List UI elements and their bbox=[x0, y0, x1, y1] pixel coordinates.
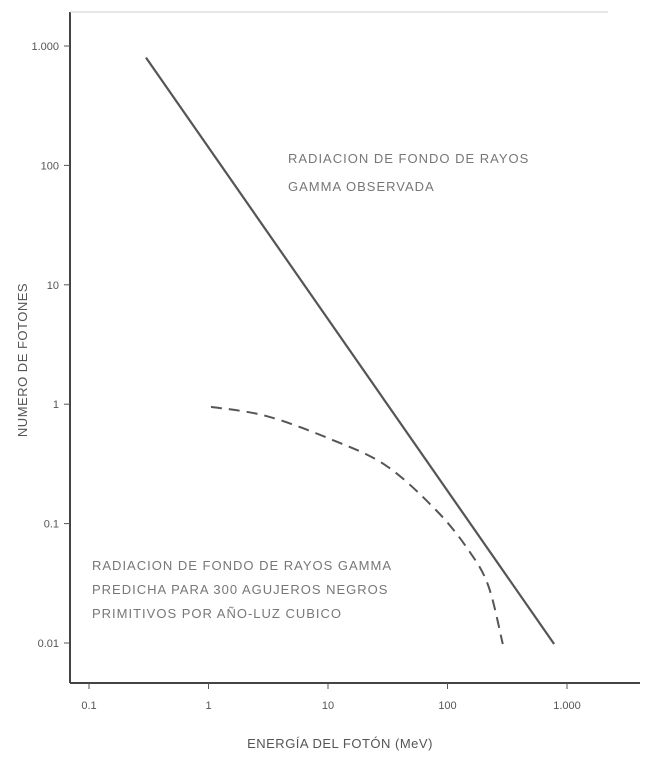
y-tick-label: 100 bbox=[41, 160, 59, 172]
observed-series-line bbox=[145, 56, 556, 645]
y-tick-label: 0.1 bbox=[44, 519, 59, 531]
y-tick-label: 10 bbox=[47, 280, 59, 292]
x-tick-label: 1.000 bbox=[553, 700, 581, 712]
y-tick-label: 1 bbox=[53, 399, 59, 411]
annotation-predicted: RADIACION DE FONDO DE RAYOS GAMMA PREDIC… bbox=[92, 558, 396, 621]
plot-frame bbox=[69, 11, 640, 684]
x-tick-group: 0.1 1 10 100 1.000 bbox=[81, 683, 581, 712]
y-tick-label: 1.000 bbox=[31, 41, 59, 53]
annotation-observed-line-2: GAMMA OBSERVADA bbox=[288, 179, 435, 194]
annotation-observed-line-1: RADIACION DE FONDO DE RAYOS bbox=[288, 151, 529, 166]
y-axis-title: NUMERO DE FOTONES bbox=[15, 283, 30, 437]
predicted-series-line bbox=[210, 405, 504, 645]
y-tick-label: 0.01 bbox=[38, 638, 59, 650]
x-tick-label: 1 bbox=[205, 700, 211, 712]
x-tick-label: 100 bbox=[438, 700, 456, 712]
annotation-observed: RADIACION DE FONDO DE RAYOS GAMMA OBSERV… bbox=[288, 151, 534, 194]
x-tick-label: 10 bbox=[322, 700, 334, 712]
series-group bbox=[145, 56, 556, 645]
x-tick-label: 0.1 bbox=[81, 700, 96, 712]
y-tick-group: 1.000 100 10 1 0.1 0.01 bbox=[31, 41, 70, 650]
annotation-predicted-line-1: RADIACION DE FONDO DE RAYOS GAMMA bbox=[92, 558, 391, 573]
annotation-predicted-line-3: PRIMITIVOS POR AÑO-LUZ CUBICO bbox=[92, 606, 342, 621]
annotation-predicted-line-2: PREDICHA PARA 300 AGUJEROS NEGROS bbox=[92, 582, 388, 597]
x-axis-title: ENERGÍA DEL FOTÓN (MeV) bbox=[247, 736, 433, 751]
